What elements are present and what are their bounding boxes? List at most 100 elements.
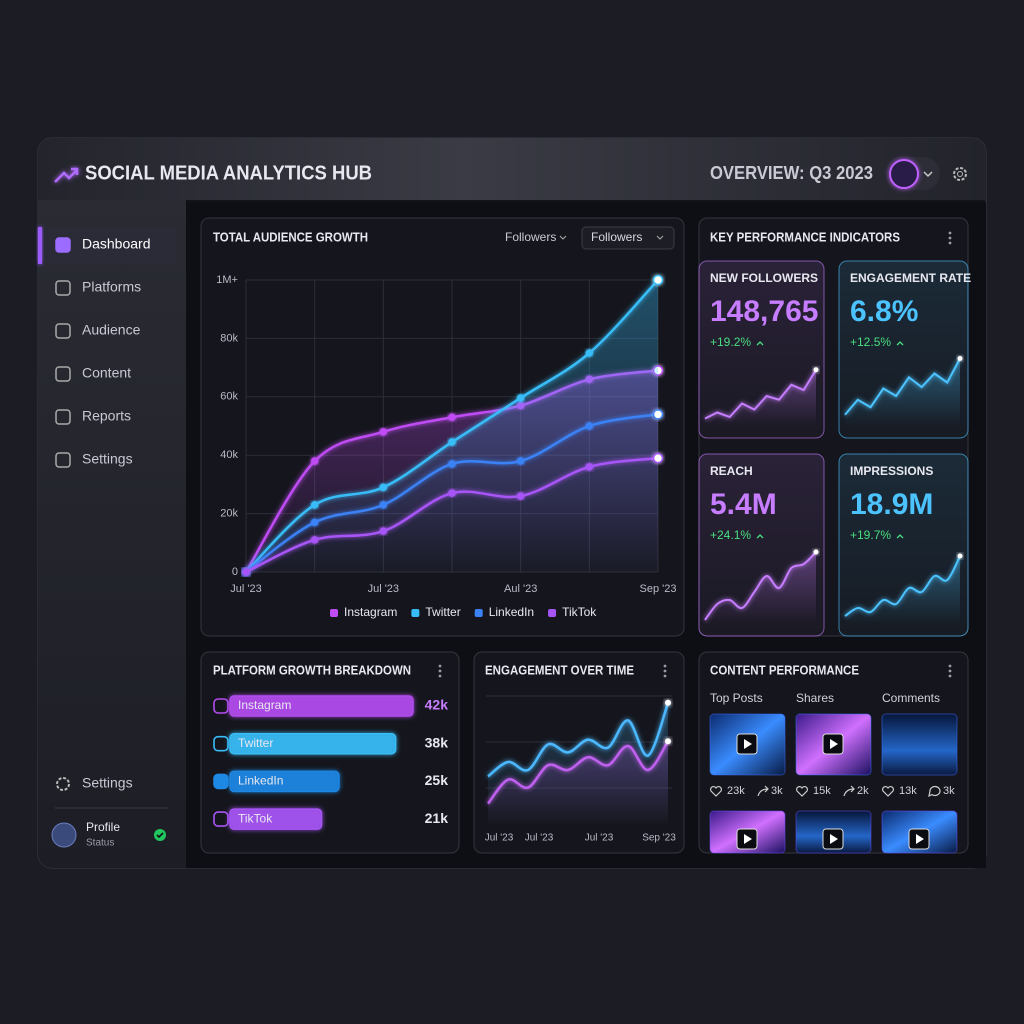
change-arrow	[896, 534, 904, 539]
platform-icon	[213, 698, 229, 714]
y-tick-label: 1M+	[216, 274, 238, 286]
stat: 15k	[813, 785, 831, 797]
sparkline-end	[957, 356, 963, 361]
point	[665, 738, 671, 745]
stat: 2k	[857, 785, 869, 797]
nav-item[interactable]: Platforms	[82, 279, 141, 295]
point	[448, 413, 456, 421]
settings-icon[interactable]	[953, 167, 967, 181]
bar-value: 42k	[425, 697, 449, 713]
panel-title: KEY PERFORMANCE INDICATORS	[710, 229, 900, 244]
period: OVERVIEW: Q3 2023	[710, 163, 873, 183]
nav-icon	[55, 409, 71, 425]
area	[246, 280, 658, 572]
point	[652, 452, 664, 464]
thumbnail[interactable]	[881, 713, 958, 776]
change-arrow	[896, 341, 904, 346]
y-tick-label: 40k	[220, 449, 238, 461]
nav-item[interactable]: Reports	[82, 408, 131, 424]
heart-icon	[796, 786, 808, 797]
play-icon	[830, 834, 838, 844]
sparkline-area	[705, 369, 816, 426]
chevron	[559, 235, 567, 240]
point	[379, 483, 388, 492]
profile-name: Profile	[86, 820, 120, 834]
panel-title: ENGAGEMENT OVER TIME	[485, 662, 634, 677]
platform-icon	[213, 773, 229, 790]
bar-value: 38k	[425, 734, 449, 750]
kpi-label: REACH	[710, 464, 753, 478]
x-tick-label: Jul '23	[368, 583, 399, 595]
nav-item[interactable]: Dashboard	[82, 236, 151, 252]
kpi-change: +19.7%	[850, 528, 891, 542]
point	[585, 463, 594, 471]
point	[448, 489, 456, 497]
point	[516, 394, 525, 402]
sparkline-area	[705, 552, 816, 624]
play-icon	[916, 834, 924, 844]
point	[652, 274, 664, 286]
menu-dots[interactable]	[438, 231, 952, 678]
point	[585, 422, 594, 430]
nav-indicator	[38, 227, 42, 264]
legend-label: LinkedIn	[489, 605, 534, 619]
bar	[229, 695, 414, 717]
nav-icon	[55, 323, 71, 339]
stat: 23k	[727, 785, 745, 797]
point	[516, 492, 525, 500]
x-tick-label: Sep '23	[640, 583, 677, 595]
nav-icon	[55, 237, 71, 253]
nav-icon	[55, 280, 71, 296]
nav-icon	[55, 366, 71, 382]
nav-active	[38, 227, 177, 264]
legend-swatch	[474, 609, 483, 617]
bar-label: TikTok	[238, 811, 273, 825]
x-tick-label: Aul '23	[504, 583, 537, 595]
legend-swatch	[330, 609, 338, 617]
filter-box[interactable]	[581, 226, 675, 250]
point	[310, 536, 319, 544]
nav-item[interactable]: Content	[82, 365, 131, 381]
sidebar	[38, 200, 186, 868]
point	[379, 527, 388, 535]
kpi-value: 5.4M	[710, 488, 777, 521]
point	[379, 501, 388, 509]
column-label: Comments	[882, 691, 940, 705]
stat: 13k	[899, 785, 917, 797]
heart-icon	[710, 786, 722, 797]
column-label: Top Posts	[710, 691, 763, 705]
profile-avatar[interactable]	[51, 822, 77, 848]
x-tick-label: Jul '23	[485, 833, 514, 844]
kpi-value: 6.8%	[850, 295, 918, 328]
kpi-value: 18.9M	[850, 488, 933, 521]
line	[487, 702, 670, 778]
bar	[229, 808, 323, 830]
share-icon	[757, 785, 769, 797]
kpi-value: 148,765	[710, 295, 818, 328]
change-arrow	[756, 534, 764, 539]
sparkline-area	[845, 556, 960, 624]
sparkline-area	[845, 358, 960, 426]
filter[interactable]: Followers	[591, 230, 642, 244]
point	[310, 501, 319, 509]
bar-value: 21k	[425, 810, 449, 826]
nav-item[interactable]: Settings	[82, 775, 133, 791]
y-tick-label: 80k	[220, 332, 238, 344]
settings-icon-core	[957, 171, 963, 177]
panel-title: PLATFORM GROWTH BREAKDOWN	[213, 662, 411, 677]
point	[242, 568, 250, 576]
point	[310, 457, 319, 465]
nav-item[interactable]: Audience	[82, 322, 141, 338]
sparkline	[844, 555, 961, 617]
point	[585, 349, 594, 357]
filter[interactable]: Followers	[505, 230, 556, 244]
sparkline	[704, 551, 817, 621]
profile-status: Status	[86, 838, 114, 849]
bar	[229, 732, 397, 755]
avatar[interactable]	[889, 159, 919, 189]
header-bar	[38, 138, 986, 200]
kpi-change: +19.2%	[710, 335, 751, 349]
nav-item[interactable]: Settings	[82, 451, 133, 467]
x-tick-label: Jul '23	[230, 583, 261, 595]
